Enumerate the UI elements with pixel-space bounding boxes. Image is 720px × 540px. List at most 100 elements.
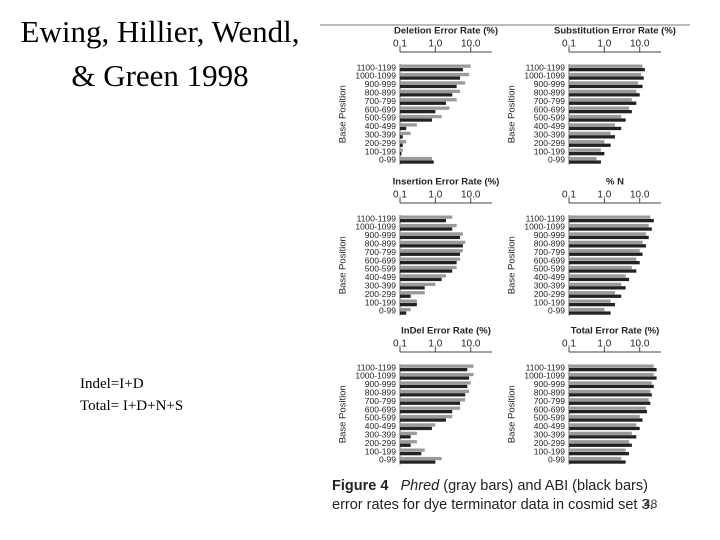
bar (400, 431, 417, 435)
bar (400, 426, 432, 431)
x-tick-label: 10.0 (630, 39, 650, 50)
bar (569, 131, 611, 135)
y-tick-label: 0-99 (379, 455, 396, 465)
y-tick-label: 800-899 (365, 238, 396, 248)
x-tick-label: 0.1 (393, 339, 407, 350)
bar (400, 389, 470, 393)
bar (400, 118, 432, 122)
bar (569, 106, 630, 110)
bar (569, 143, 611, 147)
bar (400, 282, 436, 286)
bar (400, 223, 457, 228)
y-axis-label: Base Position (338, 385, 349, 443)
bar (569, 401, 651, 405)
bar (400, 368, 468, 372)
bar (400, 423, 436, 427)
bar (400, 299, 417, 303)
x-tick-label: 0.1 (393, 39, 407, 50)
bar (400, 398, 466, 402)
bar (400, 277, 442, 282)
y-tick-label: 400-499 (365, 272, 396, 282)
y-tick-label: 1100-1199 (357, 213, 397, 223)
y-tick-label: 300-399 (534, 280, 565, 290)
panel-title: Substitution Error Rate (%) (554, 26, 676, 37)
bar (400, 81, 466, 85)
y-tick-label: 700-799 (365, 247, 396, 257)
x-tick-label: 10.0 (630, 190, 650, 201)
panel-title: InDel Error Rate (%) (401, 326, 491, 337)
y-tick-label: 900-999 (534, 379, 565, 389)
bar (569, 101, 637, 105)
bar (569, 460, 626, 464)
bar (569, 410, 647, 414)
y-tick-label: 400-499 (534, 421, 565, 431)
bar (400, 68, 463, 72)
y-axis-label: Base Position (507, 85, 518, 143)
y-tick-label: 200-299 (534, 289, 565, 299)
y-tick-label: 0-99 (548, 155, 565, 165)
bar (400, 265, 457, 270)
x-tick-label: 10.0 (461, 39, 481, 50)
y-tick-label: 200-299 (365, 438, 396, 448)
bar (400, 443, 411, 447)
y-tick-label: 300-399 (365, 429, 396, 439)
bar (400, 418, 446, 422)
y-tick-label: 200-299 (365, 289, 396, 299)
bar (400, 240, 466, 244)
y-tick-label: 600-699 (534, 104, 565, 114)
y-tick-label: 1000-1099 (355, 222, 396, 232)
y-tick-label: 600-699 (365, 404, 396, 414)
bar (569, 414, 640, 419)
bar (400, 252, 461, 256)
bar (400, 160, 434, 164)
y-tick-label: 0-99 (548, 455, 565, 465)
y-tick-label: 800-899 (365, 87, 396, 97)
bar (569, 160, 601, 164)
caption: Figure 4 Phred (gray bars) and ABI (blac… (332, 477, 682, 515)
bar (400, 414, 453, 419)
bar (569, 64, 643, 68)
y-tick-label: 500-599 (365, 413, 396, 423)
slide-title: Ewing, Hillier, Wendl, & Green 1998 (20, 14, 300, 93)
bar (569, 368, 657, 372)
y-tick-label: 700-799 (534, 396, 565, 406)
y-tick-label: 0-99 (379, 155, 396, 165)
bar (569, 135, 615, 139)
y-tick-label: 1100-1199 (357, 362, 397, 372)
y-tick-label: 1000-1099 (524, 222, 565, 232)
bar (400, 393, 466, 397)
bar (569, 84, 643, 89)
bar (569, 311, 611, 315)
bar (569, 423, 637, 427)
y-tick-label: 900-999 (365, 230, 396, 240)
bar (400, 381, 471, 385)
bar (569, 240, 643, 244)
bar (569, 235, 649, 240)
bar (400, 401, 461, 405)
bar (400, 135, 403, 139)
bar (569, 152, 605, 156)
y-tick-label: 800-899 (365, 387, 396, 397)
x-tick-label: 1.0 (597, 339, 611, 350)
y-tick-label: 300-399 (365, 129, 396, 139)
bar (569, 72, 642, 77)
bar (569, 140, 605, 144)
y-tick-label: 1100-1199 (526, 362, 566, 372)
panel-title: Deletion Error Rate (%) (394, 26, 498, 37)
bar (400, 291, 425, 295)
bar (569, 223, 649, 228)
bar (400, 456, 442, 461)
bar (569, 393, 652, 397)
caption-italic: Phred (400, 478, 440, 494)
bar (400, 84, 457, 89)
bar (400, 89, 461, 93)
bar (400, 364, 474, 368)
y-tick-label: 1100-1199 (357, 62, 397, 72)
bar (569, 227, 652, 231)
y-tick-label: 500-599 (534, 413, 565, 423)
bar (400, 376, 470, 380)
bar (569, 277, 630, 282)
bar (400, 244, 463, 248)
bar (400, 227, 453, 231)
